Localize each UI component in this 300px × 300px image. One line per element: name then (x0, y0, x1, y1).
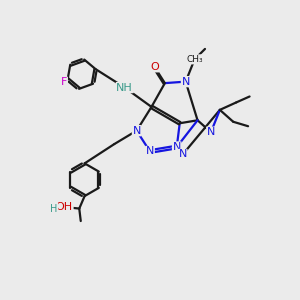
Text: N: N (178, 149, 187, 160)
Text: N: N (132, 126, 141, 136)
Text: F: F (61, 77, 67, 87)
Text: H: H (50, 204, 58, 214)
Text: N: N (207, 127, 215, 137)
Text: O: O (150, 62, 159, 72)
Text: N: N (182, 76, 190, 87)
Text: N: N (172, 142, 181, 152)
Text: NH: NH (116, 82, 133, 93)
Text: CH₃: CH₃ (186, 55, 203, 64)
Text: OH: OH (56, 202, 73, 212)
Text: N: N (146, 146, 154, 157)
